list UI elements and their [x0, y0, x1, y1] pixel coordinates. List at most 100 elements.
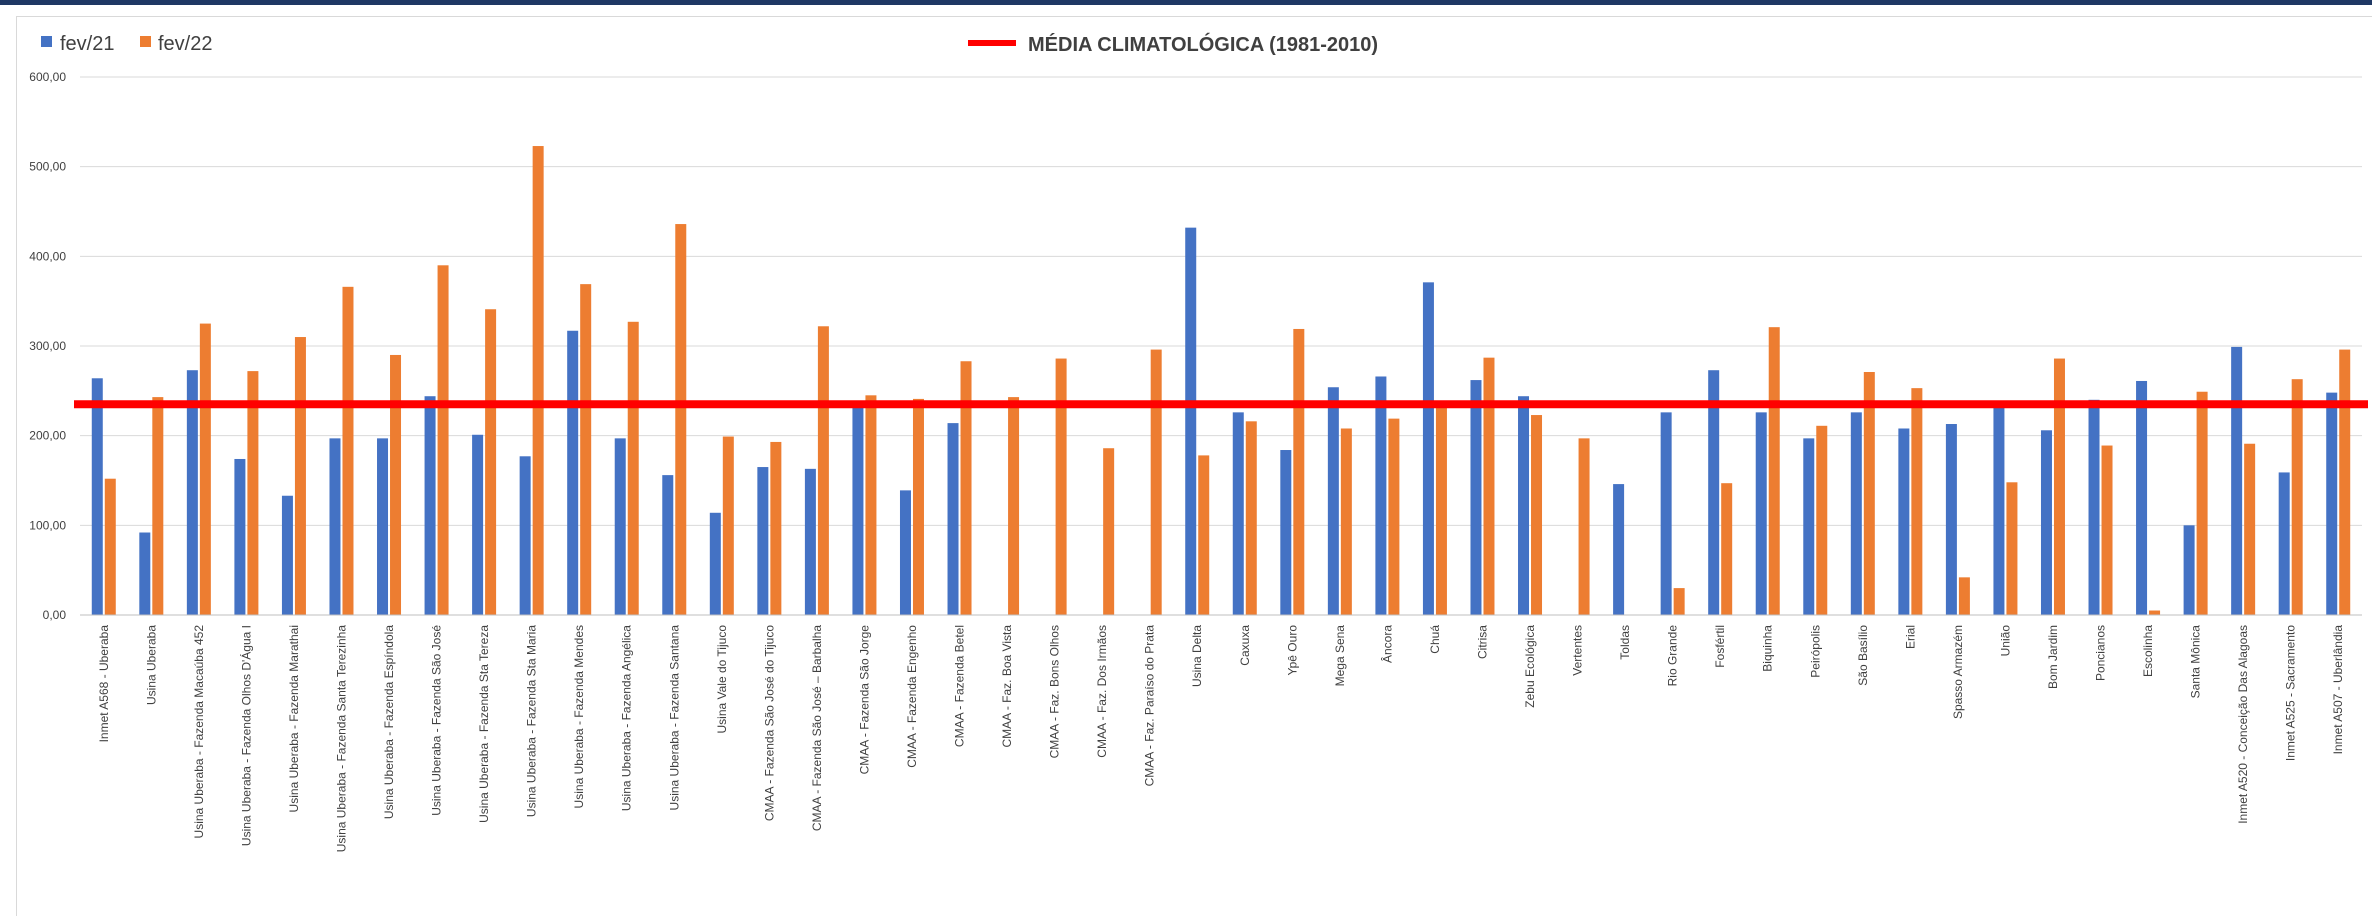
bar-fev21-32: [1613, 484, 1625, 615]
bar-fev22-1: [152, 397, 164, 615]
x-category-label: Usina Uberaba - Fazenda Angélica: [620, 625, 634, 811]
x-category-label: Peirópolis: [1808, 625, 1822, 678]
bar-fev22-21: [1103, 448, 1115, 615]
bar-fev21-24: [1232, 412, 1244, 615]
bar-fev22-26: [1340, 428, 1352, 615]
bar-fev21-5: [329, 438, 341, 615]
bar-fev22-36: [1816, 425, 1828, 615]
bar-fev21-45: [2231, 346, 2243, 615]
x-category-label: CMAA - Fazenda Betel: [953, 625, 967, 747]
bar-fev21-4: [281, 495, 293, 615]
legend-label-media-climatologica: MÉDIA CLIMATOLÓGICA (1981-2010): [1028, 32, 1378, 56]
x-category-label: CMAA - Faz. Paraíso do Prata: [1143, 625, 1157, 787]
bar-fev21-23: [1185, 227, 1197, 615]
x-category-label: União: [1998, 625, 2012, 657]
bar-fev21-16: [852, 406, 864, 615]
bar-fev21-8: [472, 434, 484, 615]
x-category-label: CMAA - Faz. Boa Vista: [1000, 625, 1014, 748]
y-tick-label: 500,00: [29, 160, 66, 174]
legend: fev/21 fev/22 MÉDIA CLIMATOLÓGICA (1981-…: [41, 32, 1378, 56]
bar-fev22-41: [2053, 358, 2065, 615]
x-category-label: Spasso Armazém: [1951, 625, 1965, 719]
bar-fev22-33: [1673, 588, 1685, 615]
chart-area: [16, 16, 2372, 916]
x-category-label: São Basílio: [1856, 625, 1870, 686]
bar-fev22-6: [390, 354, 402, 615]
x-category-label: Usina Uberaba - Fazenda Santana: [667, 625, 681, 811]
bar-fev21-35: [1755, 412, 1767, 615]
x-category-label: Usina Uberaba - Fazenda São José: [430, 625, 444, 816]
bar-fev22-19: [1008, 397, 1020, 615]
bar-fev21-25: [1280, 450, 1292, 615]
bar-fev22-10: [580, 284, 592, 615]
y-tick-label: 100,00: [29, 518, 66, 532]
bar-fev22-7: [437, 265, 449, 615]
x-category-label: Fosfértil: [1713, 625, 1727, 668]
bar-fev22-30: [1531, 415, 1543, 615]
bar-fev21-28: [1422, 282, 1434, 615]
bar-fev22-46: [2291, 379, 2303, 615]
bar-fev21-38: [1898, 428, 1910, 615]
bar-fev22-44: [2196, 391, 2208, 615]
bar-fev22-29: [1483, 357, 1495, 615]
x-category-label: CMAA - Faz. Bons Olhos: [1048, 625, 1062, 758]
top-banner-strip: [0, 0, 2372, 5]
bar-fev22-11: [627, 321, 639, 615]
x-axis-category-labels: Inmet A568 - Uberaba Usina Uberaba Usina U…: [97, 625, 2345, 853]
y-tick-label: 400,00: [29, 249, 66, 263]
bar-fev21-30: [1518, 396, 1530, 615]
bar-fev22-23: [1198, 455, 1210, 615]
legend-swatch-fev21: [41, 36, 52, 47]
bar-fev21-34: [1708, 370, 1720, 615]
bar-fev21-0: [91, 378, 103, 615]
bar-fev21-18: [947, 423, 959, 615]
y-tick-label: 600,00: [29, 70, 66, 84]
x-category-label: Inmet A525 - Sacramento: [2284, 625, 2298, 761]
x-category-label: Usina Uberaba - Fazenda Sta Tereza: [477, 625, 491, 823]
x-category-label: Toldas: [1618, 625, 1632, 660]
bar-fev21-1: [139, 532, 151, 615]
bar-fev21-29: [1470, 380, 1482, 615]
x-category-label: Usina Vale do Tijuco: [715, 625, 729, 734]
bar-fev21-33: [1660, 412, 1672, 615]
bar-fev21-6: [377, 438, 389, 615]
bar-fev22-40: [2006, 482, 2018, 615]
y-tick-label: 300,00: [29, 339, 66, 353]
x-category-label: Âncora: [1379, 625, 1394, 663]
bar-fev22-28: [1435, 403, 1447, 615]
x-category-label: Inmet A507 - Uberlândia: [2331, 625, 2345, 755]
x-category-label: Ypê Ouro: [1285, 625, 1299, 676]
x-category-label: Poncianos: [2094, 625, 2108, 681]
legend-label-fev21: fev/21: [60, 33, 114, 55]
x-category-label: Usina Uberaba - Fazenda Mendes: [572, 625, 586, 808]
x-category-label: Usina Uberaba - Fazenda Espíndola: [382, 625, 396, 819]
x-category-label: Usina Uberaba - Fazenda Olhos D'Água I: [238, 625, 253, 846]
y-axis-tick-labels: 0,00 100,00 200,00 300,00 400,00 500,00 600,00: [29, 70, 66, 622]
bar-fev22-34: [1721, 483, 1733, 615]
bar-fev21-40: [1993, 406, 2005, 615]
x-category-label: Vertentes: [1571, 625, 1585, 676]
bar-fev21-12: [662, 475, 674, 615]
bar-fev21-43: [2136, 380, 2148, 615]
bar-fev21-37: [1850, 412, 1862, 615]
bar-fev22-37: [1863, 372, 1875, 615]
bar-fev21-7: [424, 396, 436, 615]
x-category-label: CMAA - Fazenda São José do Tijuco: [762, 625, 776, 821]
bar-fev21-42: [2088, 399, 2100, 615]
x-category-label: Usina Uberaba - Fazenda Santa Terezinha: [334, 625, 348, 853]
bar-fev22-31: [1578, 438, 1590, 615]
bar-fev22-43: [2149, 610, 2161, 615]
bar-fev22-22: [1150, 349, 1162, 615]
x-category-label: CMAA - Fazenda São Jorge: [857, 625, 871, 775]
bar-fev21-27: [1375, 376, 1387, 615]
bar-fev22-18: [960, 361, 972, 615]
bar-fev22-35: [1768, 327, 1780, 615]
bar-fev21-10: [567, 330, 579, 615]
bar-fev22-39: [1958, 577, 1970, 615]
bar-fev22-16: [865, 395, 877, 615]
x-category-label: Zebu Ecológica: [1523, 625, 1537, 708]
bar-fev22-2: [199, 323, 211, 615]
x-category-label: Usina Uberaba: [144, 625, 158, 705]
bar-fev21-9: [519, 456, 531, 615]
